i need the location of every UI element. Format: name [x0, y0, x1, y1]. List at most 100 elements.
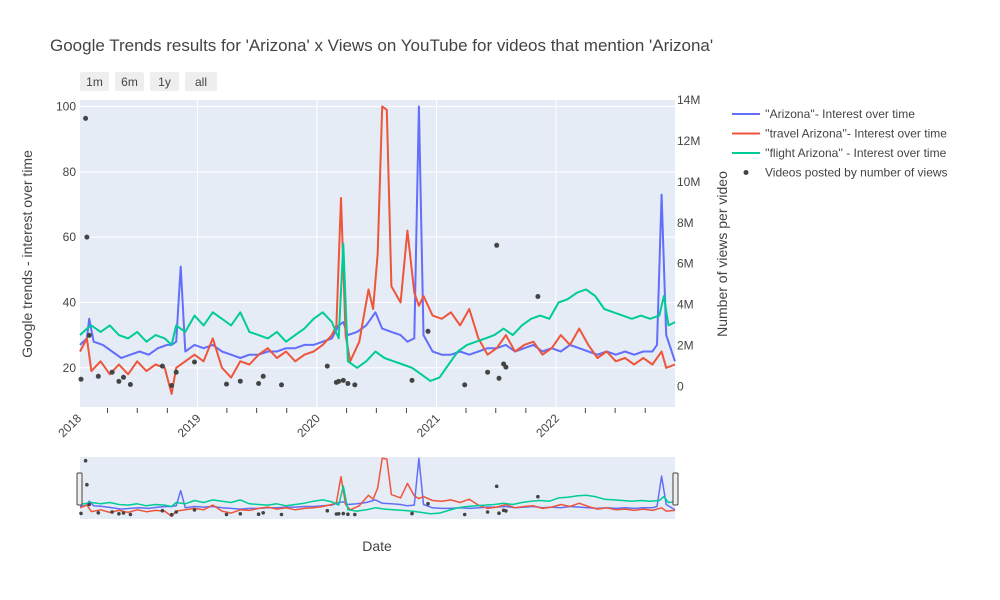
mini-scatter-point: [87, 502, 91, 507]
y2-tick-label: 10M: [677, 175, 700, 189]
scatter-point: [224, 381, 229, 387]
scatter-point: [192, 359, 197, 365]
mini-scatter-point: [85, 482, 89, 487]
range-button-bg[interactable]: [185, 72, 217, 91]
y-tick-label: 20: [63, 361, 77, 375]
mini-scatter-point: [341, 511, 346, 516]
x-axis: 2018 2019 2020 2021 2022: [55, 408, 646, 440]
scatter-point: [340, 377, 346, 383]
scatter-point: [121, 374, 126, 380]
scatter-point: [352, 382, 358, 388]
scatter-point: [279, 382, 284, 388]
mini-scatter-point: [238, 512, 243, 516]
y2-tick-label: 14M: [677, 93, 700, 107]
mini-series-line-2: [79, 457, 676, 518]
scatter-point: [173, 369, 179, 375]
scatter-point: [83, 115, 89, 121]
x-tick-label: 2020: [294, 411, 323, 440]
mini-scatter-point: [128, 512, 133, 517]
mini-scatter-point: [462, 512, 467, 517]
y-tick-label: 100: [56, 100, 76, 114]
legend-label: ''Arizona''- Interest over time: [765, 107, 915, 121]
mini-scatter-point: [536, 494, 540, 499]
x-axis-title: Date: [362, 538, 392, 554]
scatter-point: [256, 381, 262, 386]
mini-scatter-point: [169, 512, 174, 517]
scatter-point: [494, 242, 500, 248]
y2-tick-label: 6M: [677, 257, 694, 271]
x-tick-label: 2018: [55, 411, 84, 440]
scatter-point: [86, 332, 92, 338]
scatter-point: [336, 378, 342, 384]
scatter-point: [485, 369, 491, 375]
scatter-point: [109, 369, 115, 375]
scatter-point: [260, 373, 266, 379]
legend-item-2[interactable]: ''travel Arizona''- Interest over time: [732, 127, 947, 141]
y2-tick-label: 4M: [677, 298, 694, 312]
mini-scatter-point: [79, 511, 83, 516]
y-tick-label: 80: [63, 165, 77, 179]
range-slider-left-handle[interactable]: [76, 472, 83, 506]
chart-title: Google Trends results for 'Arizona' x Vi…: [50, 36, 713, 55]
legend: ''Arizona''- Interest over time ''travel …: [732, 107, 948, 180]
mini-series-line-3: [79, 485, 676, 515]
range-slider-right-handle[interactable]: [672, 472, 679, 506]
mini-scatter-point: [110, 510, 114, 514]
scatter-point: [496, 375, 502, 381]
series-line-2: [79, 105, 676, 395]
range-button-label[interactable]: 1y: [158, 75, 171, 89]
range-button-6m[interactable]: 6m: [115, 72, 144, 91]
y2-tick-label: 8M: [677, 216, 694, 230]
range-slider-series: [79, 457, 676, 518]
series-line-3: [79, 242, 676, 382]
scatter-point: [84, 234, 90, 240]
range-button-label[interactable]: 1m: [86, 75, 103, 89]
x-tick-label: 2022: [533, 411, 562, 440]
range-button-label[interactable]: 6m: [121, 75, 138, 89]
range-button-1y[interactable]: 1y: [150, 72, 179, 91]
y-axis-title: Google trends - interest over time: [19, 150, 35, 358]
scatter-point: [425, 328, 431, 334]
scatter-point: [169, 383, 175, 388]
legend-item-3[interactable]: ''flight Arizona'' - Interest over time: [732, 146, 947, 160]
legend-label: ''flight Arizona'' - Interest over time: [765, 146, 947, 160]
scatter-point: [95, 373, 101, 379]
legend-item-1[interactable]: ''Arizona''- Interest over time: [732, 107, 915, 121]
range-button-1m[interactable]: 1m: [80, 72, 109, 91]
legend-label: ''travel Arizona''- Interest over time: [765, 127, 947, 141]
mini-scatter-point: [279, 512, 284, 517]
mini-scatter-point: [336, 512, 341, 516]
main-scatter-group: [78, 115, 541, 388]
range-selector: 1m 6m 1y all: [80, 72, 217, 91]
x-tick-label: 2021: [414, 411, 443, 440]
range-button-bg[interactable]: [115, 72, 144, 91]
mini-scatter-point: [261, 511, 266, 515]
mini-scatter-point: [325, 508, 330, 513]
y2-tick-label: 0: [677, 380, 684, 394]
mini-scatter-point: [494, 484, 499, 489]
mini-scatter-point: [346, 512, 350, 516]
mini-scatter-point: [121, 511, 126, 515]
scatter-point: [462, 382, 468, 388]
legend-label: Videos posted by number of views: [765, 166, 948, 180]
range-button-all[interactable]: all: [185, 72, 217, 91]
range-button-bg[interactable]: [150, 72, 179, 91]
mini-scatter-point: [426, 501, 430, 506]
mini-scatter-point: [504, 509, 508, 513]
scatter-point: [324, 363, 330, 369]
y-tick-label: 60: [63, 230, 77, 244]
scatter-point: [116, 378, 122, 384]
legend-item-scatter[interactable]: Videos posted by number of views: [743, 166, 948, 180]
y2-tick-label: 12M: [677, 134, 700, 148]
range-button-label[interactable]: all: [195, 75, 207, 89]
mini-scatter-point: [83, 458, 88, 463]
range-button-bg[interactable]: [80, 72, 109, 91]
y2-tick-label: 2M: [677, 339, 694, 353]
scatter-point: [78, 376, 84, 382]
mini-scatter-point: [96, 511, 101, 515]
mini-scatter-point: [353, 512, 357, 517]
main-series-group: [79, 105, 676, 395]
mini-scatter-point: [410, 511, 414, 516]
mini-scatter-point: [117, 512, 121, 516]
